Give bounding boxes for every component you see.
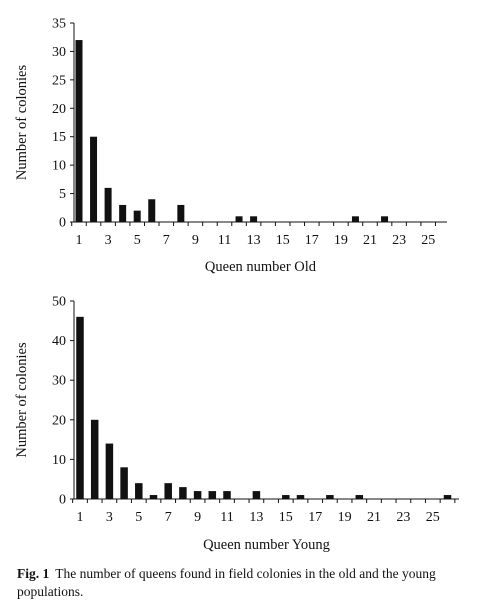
chart2-y-tick-label: 50 <box>52 295 66 310</box>
chart2-bar <box>296 495 305 499</box>
chart2-y-tick-label: 10 <box>52 453 66 468</box>
chart1-x-tick-label: 11 <box>218 233 231 248</box>
chart2-x-tick-label: 5 <box>135 510 142 525</box>
chart1-x-tick-label: 9 <box>192 233 199 248</box>
chart1-x-tick-label: 13 <box>247 233 261 248</box>
chart1-y-tick-label: 10 <box>52 159 66 174</box>
chart1-bar <box>351 216 359 222</box>
chart1-y-tick-label: 20 <box>52 102 66 117</box>
chart2-bar <box>164 483 172 499</box>
chart1-bar <box>75 40 83 222</box>
chart2-x-tick-label: 15 <box>279 510 293 525</box>
chart1-bar <box>119 204 127 222</box>
chart2-bar <box>443 495 452 499</box>
chart1-x-tick-label: 25 <box>421 233 435 248</box>
chart1-x-tick-label: 21 <box>363 233 377 248</box>
chart2-bar <box>282 495 290 499</box>
chart2-x-tick-label: 13 <box>249 510 263 525</box>
chart1-bar <box>381 216 389 222</box>
chart2-bar <box>76 316 84 499</box>
chart1-y-tick-label: 35 <box>52 17 66 32</box>
chart1-bar <box>133 210 141 222</box>
chart2-x-tick-label: 21 <box>367 510 381 525</box>
chart2-x-tick-label: 11 <box>220 510 233 525</box>
chart2-bar <box>149 495 158 499</box>
chart1-y-tick-label: 0 <box>59 216 66 231</box>
chart1-y-axis-title: Number of colonies <box>14 65 30 181</box>
chart2-bar <box>105 443 114 499</box>
chart2-x-tick-label: 1 <box>77 510 84 525</box>
chart1-y-tick-label: 15 <box>52 130 66 145</box>
chart1-bar <box>148 199 156 222</box>
chart2-bar <box>90 419 99 499</box>
chart1-bar <box>177 204 185 222</box>
chart1-x-tick-label: 7 <box>163 233 170 248</box>
chart1-bar <box>250 216 258 222</box>
chart2-bar <box>355 495 364 499</box>
chart2-x-tick-label: 7 <box>165 510 172 525</box>
chart1-bar <box>235 216 243 222</box>
chart2-bar <box>120 467 128 499</box>
chart2-bar <box>193 491 202 499</box>
chart2-bar <box>223 491 231 499</box>
chart1-x-tick-label: 3 <box>105 233 112 248</box>
chart2-x-tick-label: 19 <box>338 510 352 525</box>
chart1-bar <box>90 136 98 222</box>
chart1-y-tick-label: 25 <box>52 73 66 88</box>
chart1-x-tick-label: 5 <box>134 233 141 248</box>
chart1-x-axis-title: Queen number Old <box>205 259 317 275</box>
chart2-y-tick-label: 0 <box>59 493 66 508</box>
chart1-x-tick-label: 15 <box>276 233 290 248</box>
chart2-x-tick-label: 23 <box>396 510 410 525</box>
chart2-y-tick-label: 20 <box>52 413 66 428</box>
chart2-bar <box>252 491 261 499</box>
chart2-bar <box>135 483 143 499</box>
chart2-x-tick-label: 9 <box>194 510 201 525</box>
caption-text: The number of queens found in field colo… <box>17 566 436 599</box>
chart2-bar <box>326 495 334 499</box>
chart1-x-tick-label: 1 <box>76 233 83 248</box>
chart2-bar <box>208 491 217 499</box>
chart2-x-tick-label: 17 <box>308 510 322 525</box>
chart1-y-tick-label: 30 <box>52 45 66 60</box>
chart2-x-axis-title: Queen number Young <box>203 537 330 553</box>
chart2-bar <box>179 487 187 499</box>
chart2-x-tick-label: 25 <box>426 510 440 525</box>
chart1-x-tick-label: 19 <box>334 233 348 248</box>
caption-label: Fig. 1 <box>17 566 50 581</box>
chart2-y-tick-label: 30 <box>52 374 66 389</box>
chart1-x-tick-label: 23 <box>392 233 406 248</box>
figure-caption: Fig. 1 The number of queens found in fiel… <box>17 565 472 601</box>
chart1-y-tick-label: 5 <box>59 187 66 202</box>
chart2-y-tick-label: 40 <box>52 334 66 349</box>
chart2-x-tick-label: 3 <box>106 510 113 525</box>
chart1-x-tick-label: 17 <box>305 233 319 248</box>
chart2-y-axis-title: Number of colonies <box>14 342 30 458</box>
chart1-bar <box>104 187 112 222</box>
